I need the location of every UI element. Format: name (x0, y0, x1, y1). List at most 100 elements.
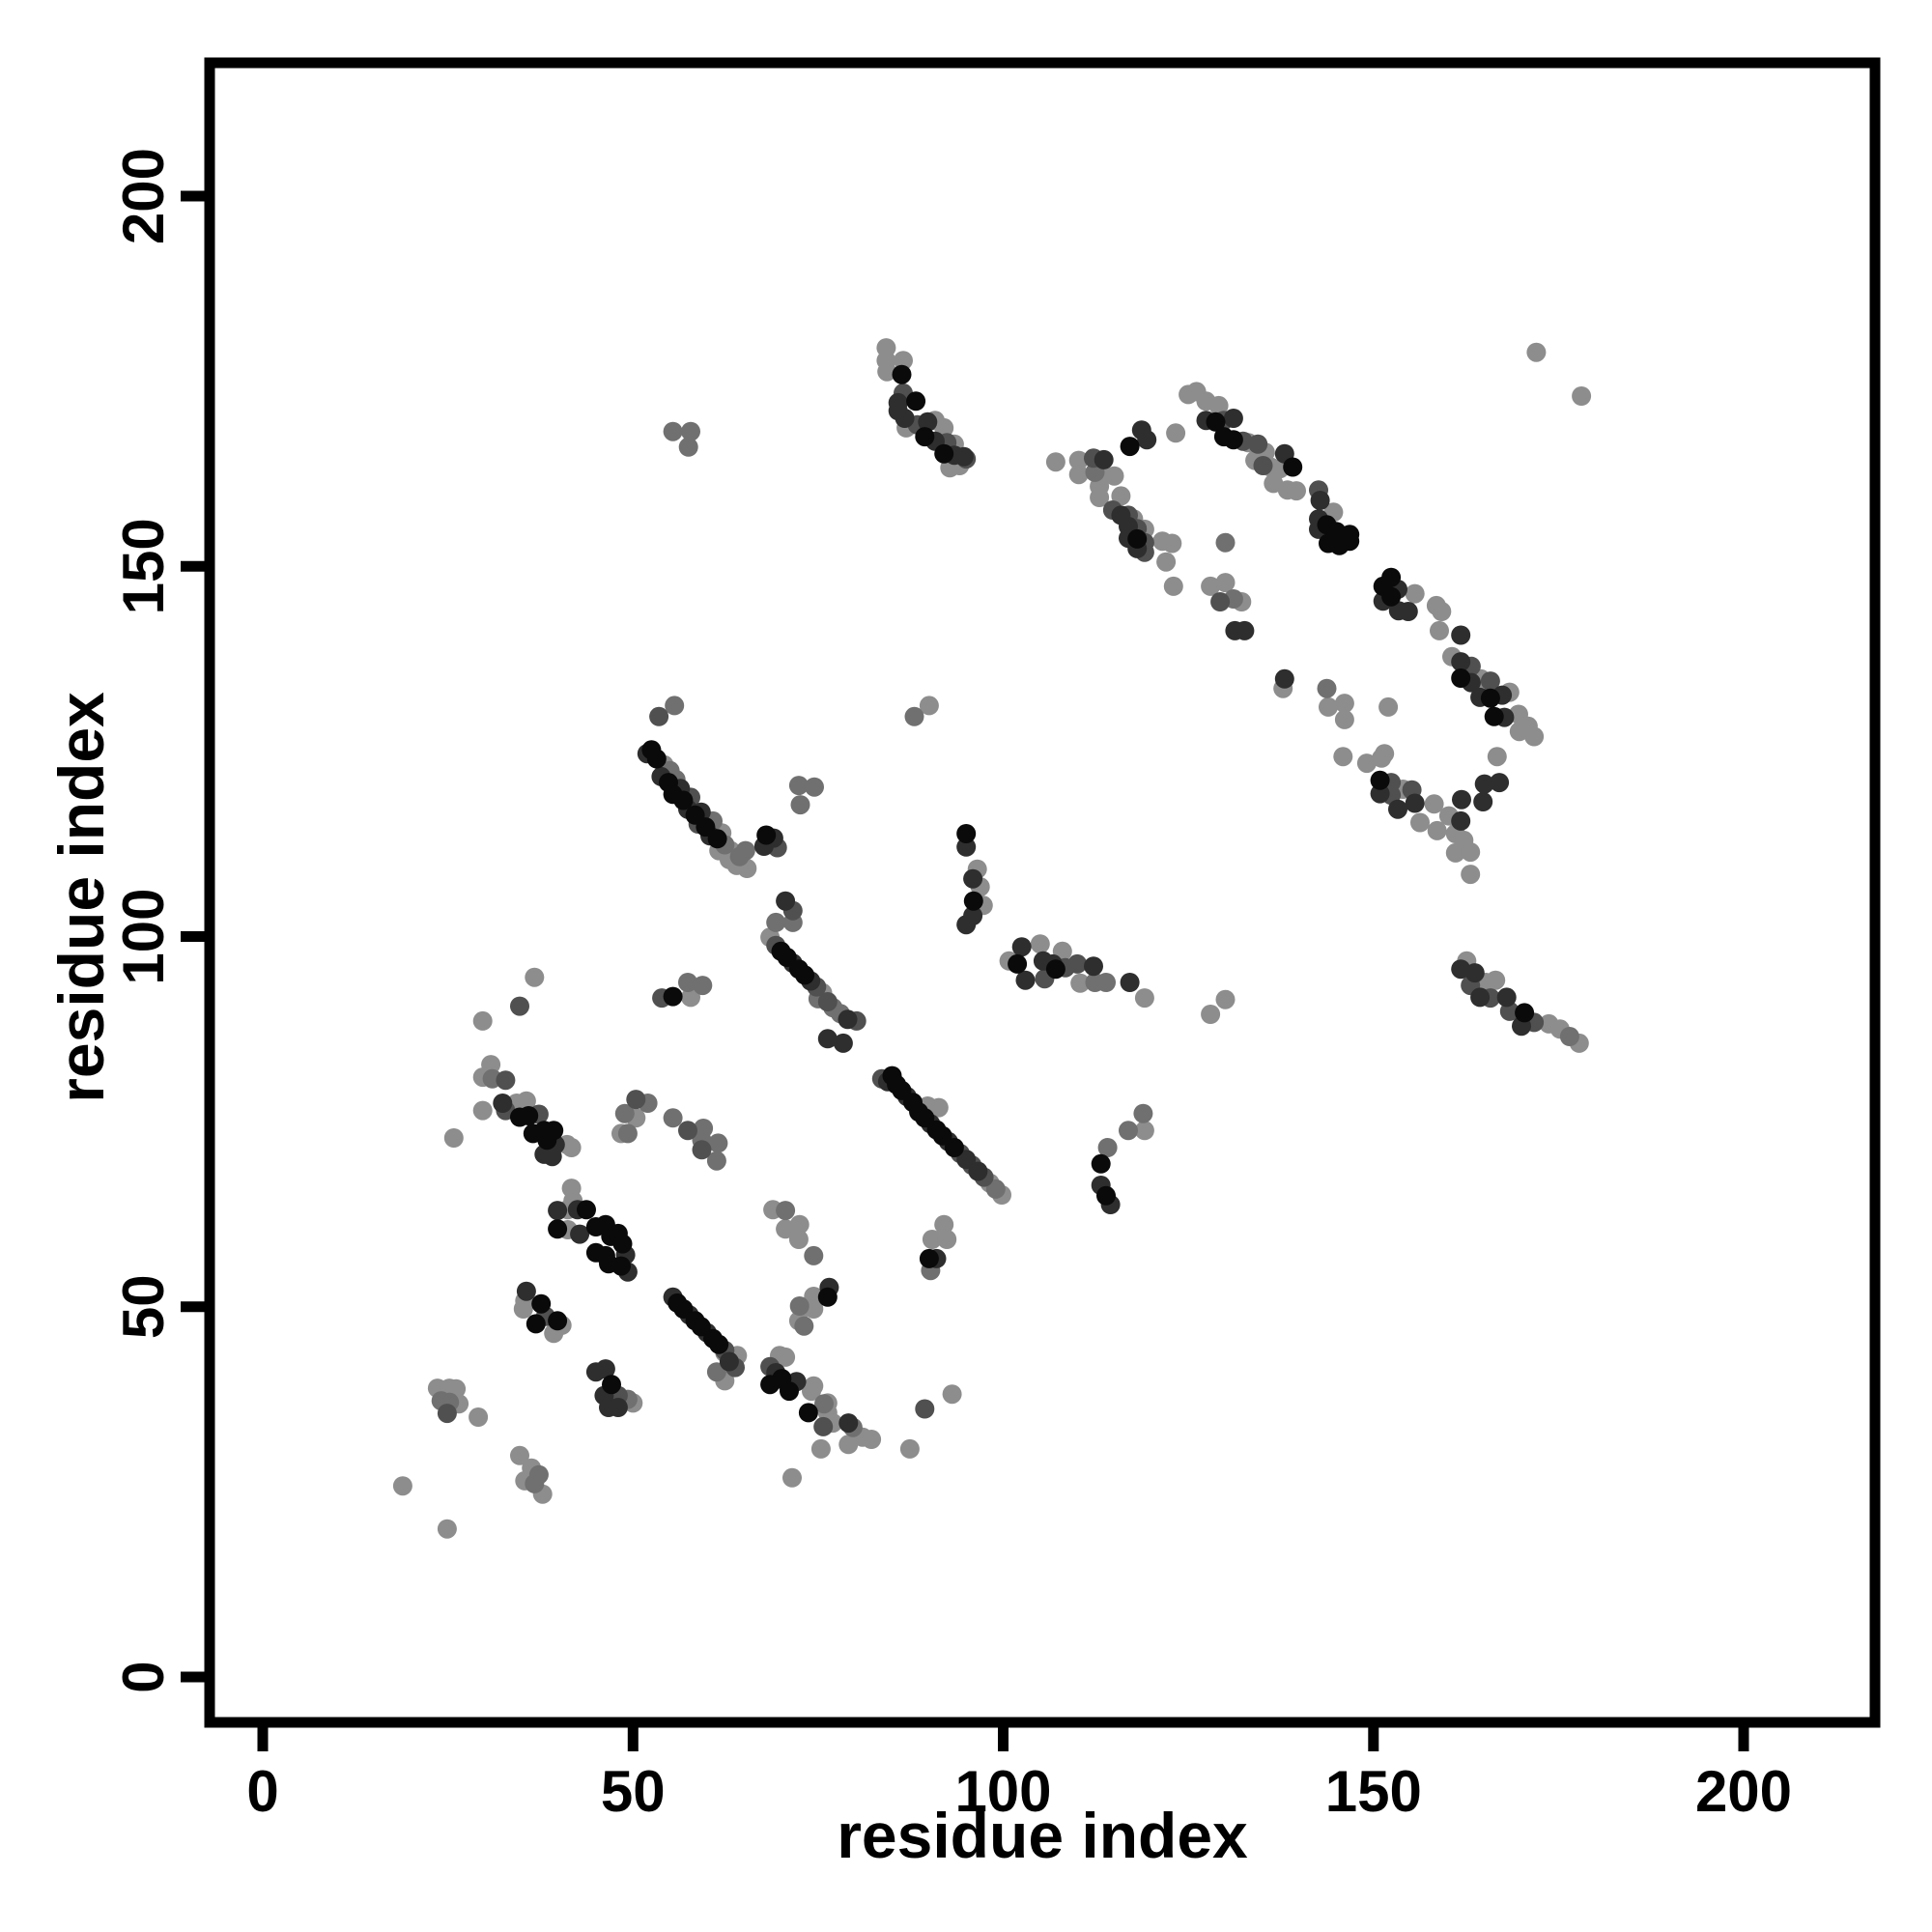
data-point (526, 1314, 546, 1334)
data-point (838, 1413, 859, 1434)
data-point (817, 1287, 838, 1307)
data-point (496, 1070, 516, 1091)
data-point (942, 1384, 962, 1405)
data-point (1515, 1003, 1535, 1023)
data-point (707, 829, 727, 849)
data-point (1163, 576, 1183, 596)
x-tick-label: 200 (1695, 1759, 1792, 1824)
data-point (735, 840, 755, 861)
data-point (472, 1010, 493, 1031)
data-point (985, 1179, 1006, 1199)
data-point (928, 1097, 949, 1118)
data-point (1526, 342, 1547, 362)
data-point (1134, 1121, 1154, 1141)
data-point (626, 1090, 646, 1110)
data-point (804, 1245, 824, 1265)
data-point (443, 1128, 464, 1148)
data-point (525, 967, 545, 987)
data-point (617, 1123, 638, 1144)
data-point (789, 1296, 810, 1316)
data-point (678, 973, 697, 992)
data-point (1120, 973, 1140, 992)
data-point (548, 1311, 568, 1331)
data-point (1070, 973, 1091, 993)
data-point (1201, 576, 1221, 596)
data-point (790, 795, 810, 815)
data-point (1424, 794, 1444, 814)
data-point (1317, 678, 1337, 698)
data-point (706, 1151, 726, 1171)
data-point (472, 1100, 493, 1121)
y-tick-label: 200 (111, 148, 176, 244)
data-point (1030, 934, 1050, 954)
data-point (1410, 812, 1430, 833)
data-point (708, 1133, 728, 1153)
data-point (611, 1256, 631, 1276)
data-point (1096, 1185, 1116, 1206)
data-point (663, 1108, 683, 1128)
data-point (1015, 970, 1036, 990)
data-point (1166, 423, 1186, 443)
data-point (817, 992, 838, 1011)
data-point (776, 1347, 796, 1367)
data-point (756, 825, 777, 845)
data-point (691, 1317, 711, 1337)
data-point (794, 1316, 814, 1336)
data-point (932, 1125, 952, 1146)
data-point (1496, 987, 1517, 1008)
data-point (1156, 552, 1177, 572)
data-point (1480, 688, 1500, 708)
data-point (963, 868, 983, 889)
scatter-points (392, 338, 1592, 1539)
data-point (1451, 810, 1471, 831)
data-point (1473, 792, 1493, 811)
data-point (915, 1399, 935, 1419)
data-point (1559, 1027, 1579, 1046)
y-tick-label: 150 (111, 518, 176, 614)
data-point (1137, 430, 1157, 450)
data-point (788, 1230, 809, 1249)
data-point (838, 1435, 859, 1455)
data-point (1356, 753, 1377, 774)
axes: 0 50 100 150 200 0 50 100 150 200 (111, 57, 1881, 1824)
data-point (1405, 583, 1425, 604)
data-point (1097, 1138, 1118, 1157)
data-point (570, 1224, 590, 1244)
data-point (817, 1029, 838, 1049)
data-point (1008, 953, 1028, 974)
data-point (548, 1201, 568, 1221)
data-point (894, 351, 913, 371)
data-point (776, 1201, 796, 1221)
data-point (934, 443, 954, 464)
data-point (493, 1094, 513, 1113)
data-point (437, 1404, 457, 1424)
data-point (513, 1299, 533, 1319)
data-point (1451, 652, 1471, 672)
data-point (1487, 747, 1507, 767)
data-point (1223, 430, 1243, 450)
data-point (1094, 449, 1114, 469)
data-point (1334, 694, 1354, 714)
data-point (1011, 937, 1032, 957)
data-point (681, 987, 700, 1008)
data-point (1432, 602, 1452, 621)
data-point (789, 1214, 810, 1235)
data-point (937, 1230, 957, 1249)
data-point (780, 1381, 799, 1402)
data-point (838, 1009, 858, 1030)
data-point (663, 421, 683, 441)
data-point (782, 1467, 802, 1488)
data-point (1067, 953, 1088, 974)
data-point (1090, 488, 1110, 507)
data-point (1333, 747, 1353, 767)
data-point (1480, 671, 1500, 692)
x-tick-label: 100 (954, 1759, 1051, 1824)
data-point (673, 790, 694, 810)
data-point (537, 1130, 557, 1151)
data-point (795, 965, 815, 985)
data-point (788, 776, 809, 796)
data-point (693, 976, 713, 996)
data-point (525, 1473, 545, 1493)
data-point (1381, 586, 1402, 607)
